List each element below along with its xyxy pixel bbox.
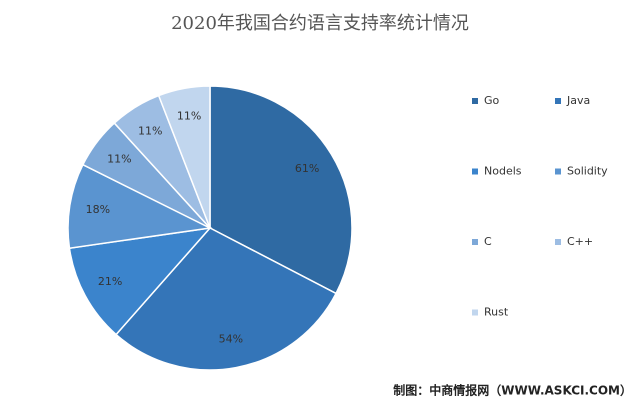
data-label: 11% <box>177 109 201 122</box>
pie-slice <box>68 226 212 336</box>
data-label: 11% <box>138 124 162 137</box>
legend-swatch <box>555 239 561 245</box>
legend-swatch <box>555 168 561 175</box>
data-label: 61% <box>295 162 319 175</box>
legend-swatch <box>555 98 561 104</box>
legend-swatch <box>472 168 478 175</box>
data-label: 11% <box>107 153 131 166</box>
pie-slice <box>67 163 213 250</box>
pie-slice <box>157 85 211 229</box>
pie-slice <box>209 85 353 295</box>
data-label: 54% <box>219 333 243 346</box>
legend-label: Rust <box>484 306 509 319</box>
source-note: 制图：中商情报网（WWW.ASKCI.COM） <box>393 383 632 398</box>
legend-label: Java <box>566 94 590 107</box>
legend-swatch <box>472 309 478 316</box>
legend-swatch <box>472 98 478 104</box>
pie-slice <box>115 227 338 371</box>
legend-label: C++ <box>567 235 593 248</box>
legend-label: C <box>484 235 492 248</box>
chart-title: 2020年我国合约语言支持率统计情况 <box>171 13 469 34</box>
data-label: 18% <box>86 203 110 216</box>
legend-label: Go <box>484 94 500 107</box>
legend-label: Solidity <box>567 165 608 178</box>
legend-label: Nodels <box>484 165 522 178</box>
legend-swatch <box>472 239 478 245</box>
data-label: 21% <box>98 275 122 288</box>
